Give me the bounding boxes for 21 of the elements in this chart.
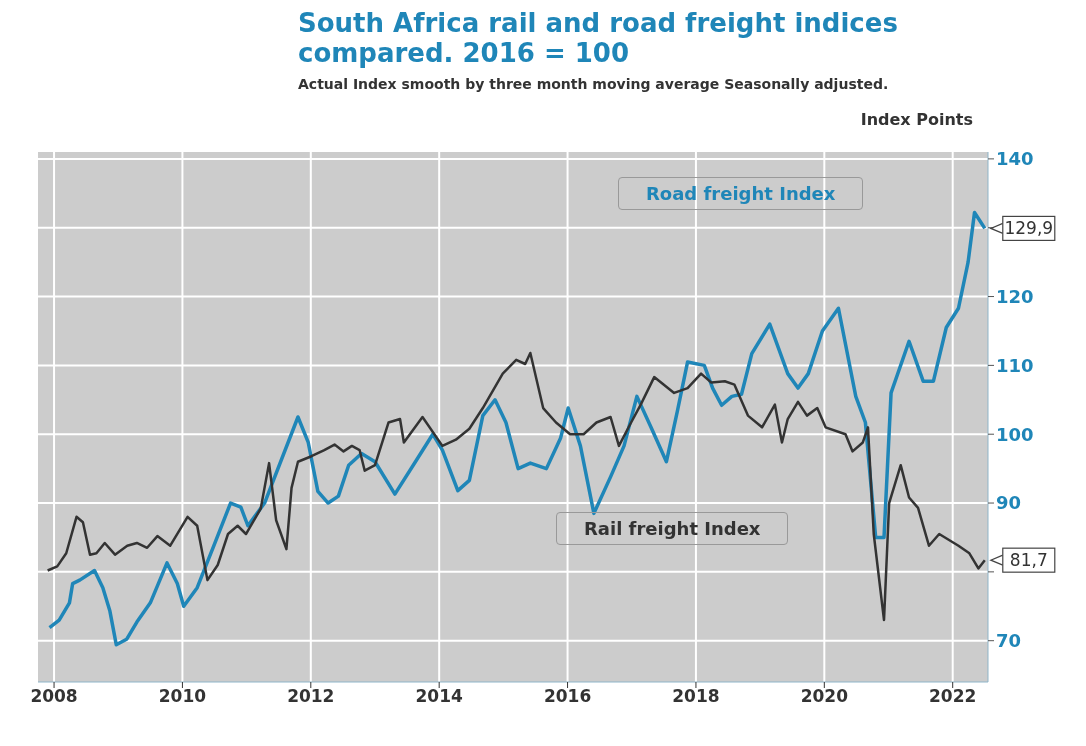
chart-title: South Africa rail and road freight indices compared. 2016 = 100 <box>298 8 899 68</box>
x-tick-label: 2010 <box>158 686 207 707</box>
y-tick-label: 120 <box>996 285 1034 307</box>
y-tick-label: 90 <box>996 492 1022 514</box>
x-tick-label: 2012 <box>287 686 335 707</box>
line-series <box>46 351 987 622</box>
y-axis-title: Index Points <box>860 110 973 129</box>
x-tick-label: 2008 <box>30 686 78 707</box>
y-tick-label: 110 <box>996 354 1034 376</box>
data-label: 129,9 <box>1004 218 1054 239</box>
x-tick-label: 2022 <box>929 686 977 707</box>
x-tick-label: 2016 <box>543 686 592 707</box>
y-tick-label: 140 <box>996 148 1034 170</box>
line-series <box>47 210 987 647</box>
chart-subtitle: Actual Index smooth by three month moving average Seasonally adjusted. <box>298 76 890 92</box>
x-tick-label: 2020 <box>800 686 849 707</box>
y-tick-label: 100 <box>996 423 1034 445</box>
data-label: 81,7 <box>1009 550 1048 571</box>
y-tick-label: 70 <box>996 630 1022 652</box>
x-tick-label: 2014 <box>415 686 463 707</box>
x-tick-label: 2018 <box>672 686 720 707</box>
